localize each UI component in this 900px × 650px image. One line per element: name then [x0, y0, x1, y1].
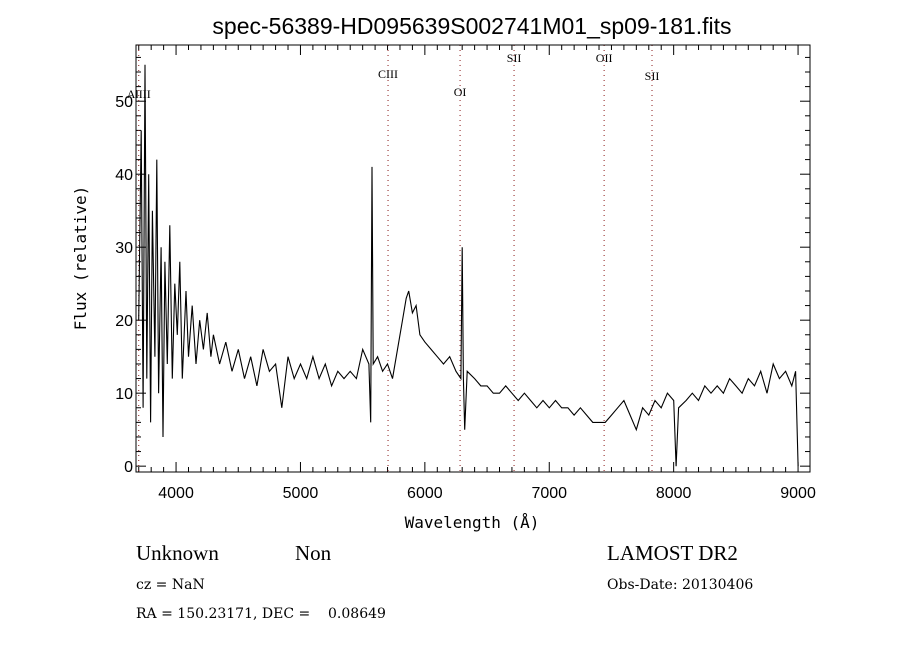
survey-label: LAMOST DR2	[607, 541, 738, 565]
x-tick-label: 6000	[407, 485, 443, 502]
x-tick-label: 9000	[780, 485, 816, 502]
y-tick-label: 40	[115, 167, 133, 184]
plot-frame	[135, 44, 811, 473]
y-tick-label: 50	[115, 94, 133, 111]
x-axis-label: Wavelength (Å)	[405, 513, 540, 532]
object-subclass: Non	[295, 541, 332, 565]
line-marker-label: SII	[507, 51, 522, 65]
x-tick-label: 5000	[283, 485, 319, 502]
line-marker-label: CIII	[378, 67, 398, 81]
object-class: Unknown	[136, 541, 219, 565]
obs-date: Obs-Date: 20130406	[607, 577, 753, 593]
x-tick-label: 4000	[158, 485, 194, 502]
line-marker-label: SII	[645, 69, 660, 83]
chart-title: spec-56389-HD095639S002741M01_sp09-181.f…	[212, 13, 731, 39]
spectrum-line	[138, 64, 799, 467]
y-axis-label: Flux (relative)	[71, 186, 90, 331]
y-tick-label: 30	[115, 240, 133, 257]
y-tick-label: 10	[115, 386, 133, 403]
x-tick-label: 8000	[656, 485, 692, 502]
line-marker-label: OI	[454, 85, 467, 99]
ra-dec: RA = 150.23171, DEC = 0.08649	[136, 606, 386, 622]
line-marker-label: OII	[596, 51, 613, 65]
line-marker-label: AlIII	[127, 87, 151, 101]
y-tick-label: 0	[124, 459, 133, 476]
y-tick-label: 20	[115, 313, 133, 330]
redshift-cz: cz = NaN	[136, 577, 205, 593]
x-tick-label: 7000	[531, 485, 567, 502]
